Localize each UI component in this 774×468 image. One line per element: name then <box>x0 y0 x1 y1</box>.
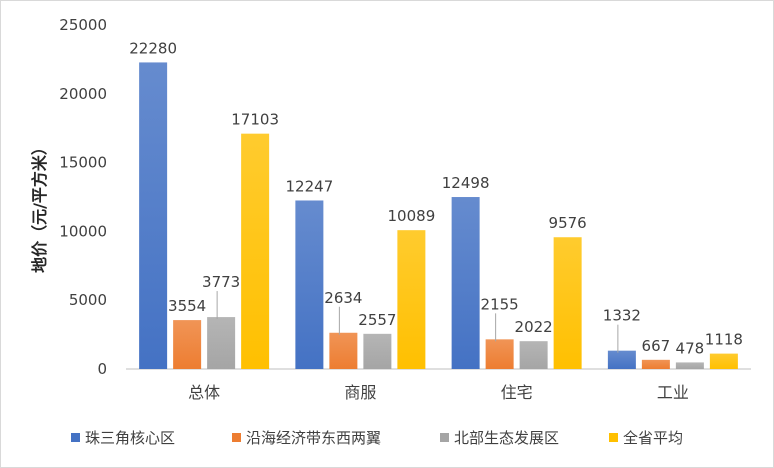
x-category-label: 工业 <box>657 383 689 402</box>
data-label: 17103 <box>231 111 279 129</box>
bar <box>607 350 636 369</box>
legend-swatch <box>609 433 618 442</box>
bar <box>207 317 236 369</box>
data-label: 22280 <box>129 39 177 57</box>
bar <box>295 200 324 369</box>
legend-label: 沿海经济带东西两翼 <box>246 429 381 447</box>
y-tick-label: 20000 <box>59 85 107 103</box>
bar <box>553 237 582 369</box>
y-tick-label: 15000 <box>59 154 107 172</box>
legend-label: 全省平均 <box>623 429 683 447</box>
data-label: 3773 <box>202 273 240 291</box>
bar <box>485 339 514 369</box>
legend-swatch <box>71 433 80 442</box>
bar <box>329 332 358 369</box>
data-label: 2155 <box>481 295 519 313</box>
data-label: 1118 <box>705 331 743 349</box>
data-label: 9576 <box>549 214 587 232</box>
data-label: 2022 <box>515 318 553 336</box>
bar <box>363 333 392 369</box>
bar <box>139 62 168 370</box>
y-tick-label: 5000 <box>69 291 107 309</box>
bar <box>709 353 738 369</box>
data-label: 667 <box>642 337 671 355</box>
y-tick-label: 10000 <box>59 222 107 240</box>
data-label: 2634 <box>324 289 362 307</box>
x-category-label: 总体 <box>188 383 220 402</box>
x-category-label: 住宅 <box>501 383 533 402</box>
data-label: 10089 <box>388 207 436 225</box>
bar <box>641 359 670 369</box>
legend-swatch <box>440 433 449 442</box>
x-category-label: 商服 <box>344 383 376 402</box>
data-label: 12498 <box>442 174 490 192</box>
bar <box>241 133 270 369</box>
bar <box>675 362 704 369</box>
data-label: 2557 <box>358 311 396 329</box>
y-tick-label: 25000 <box>59 16 107 34</box>
legend-label: 珠三角核心区 <box>85 429 175 447</box>
y-tick-label: 0 <box>97 360 107 378</box>
legend-swatch <box>232 433 241 442</box>
data-label: 1332 <box>603 307 641 325</box>
bar <box>519 341 548 369</box>
data-label: 12247 <box>286 177 334 195</box>
data-label: 3554 <box>168 297 206 315</box>
bar <box>451 197 480 369</box>
y-axis-title-group: 地价（元/平方米） <box>30 139 49 273</box>
data-label: 478 <box>676 339 705 357</box>
bar <box>397 230 426 369</box>
legend-label: 北部生态发展区 <box>454 429 559 447</box>
bar <box>173 320 202 369</box>
y-axis-title: 地价（元/平方米） <box>30 139 49 273</box>
